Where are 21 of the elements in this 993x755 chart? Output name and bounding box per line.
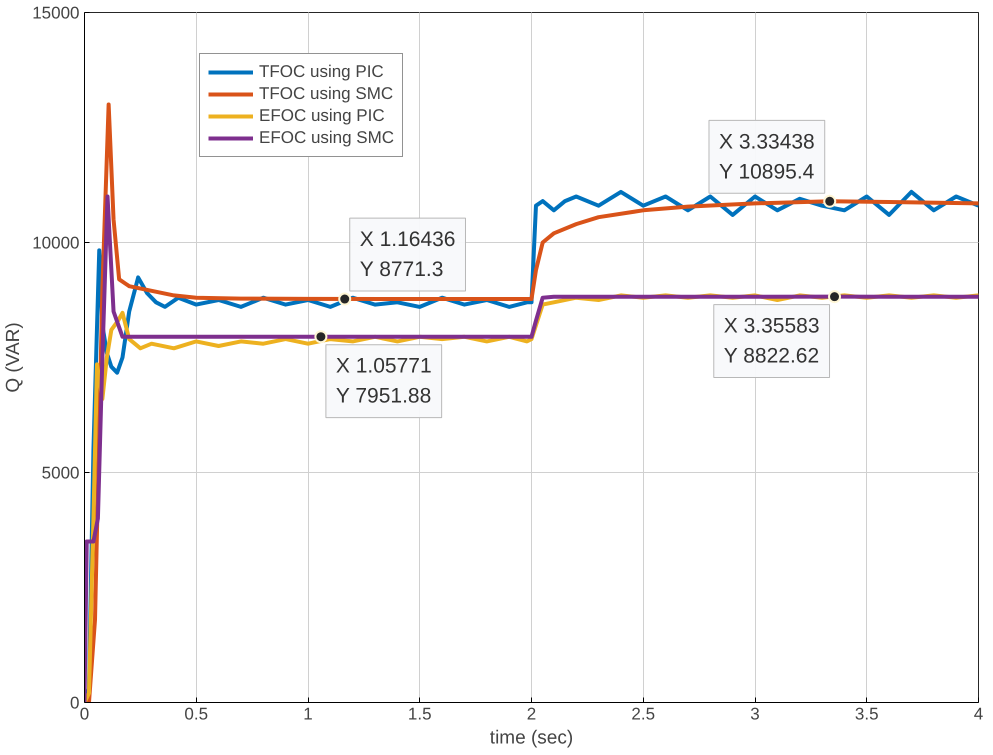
x-tick-label: 3.5: [854, 704, 879, 724]
x-tick-label: 2: [526, 704, 536, 724]
legend-label: EFOC using PIC: [259, 106, 385, 126]
x-tick-label: 1: [303, 704, 313, 724]
annotation: X 1.16436 Y 8771.3: [360, 228, 456, 282]
x-tick-label: 4: [974, 704, 984, 724]
y-tick-label: 10000: [32, 234, 80, 252]
y-tick-label: 15000: [32, 4, 80, 22]
legend-label: TFOC using SMC: [259, 84, 394, 104]
legend-label: EFOC using SMC: [259, 128, 394, 148]
y-tick-label: 5000: [42, 464, 80, 482]
y-axis-title: Q (VAR): [3, 322, 24, 393]
annotation: X 1.05771 Y 7951.88: [336, 354, 432, 408]
x-tick-label: 0.5: [184, 704, 208, 724]
x-axis-title: time (sec): [490, 728, 574, 748]
legend-label: TFOC using PIC: [259, 62, 384, 82]
x-tick-label: 3: [750, 704, 760, 724]
x-tick-label: 1.5: [408, 704, 432, 724]
x-tick-label: 2.5: [631, 704, 656, 724]
annotation: X 3.35583 Y 8822.62: [724, 314, 820, 368]
annotation: X 3.33438 Y 10895.4: [718, 130, 815, 184]
